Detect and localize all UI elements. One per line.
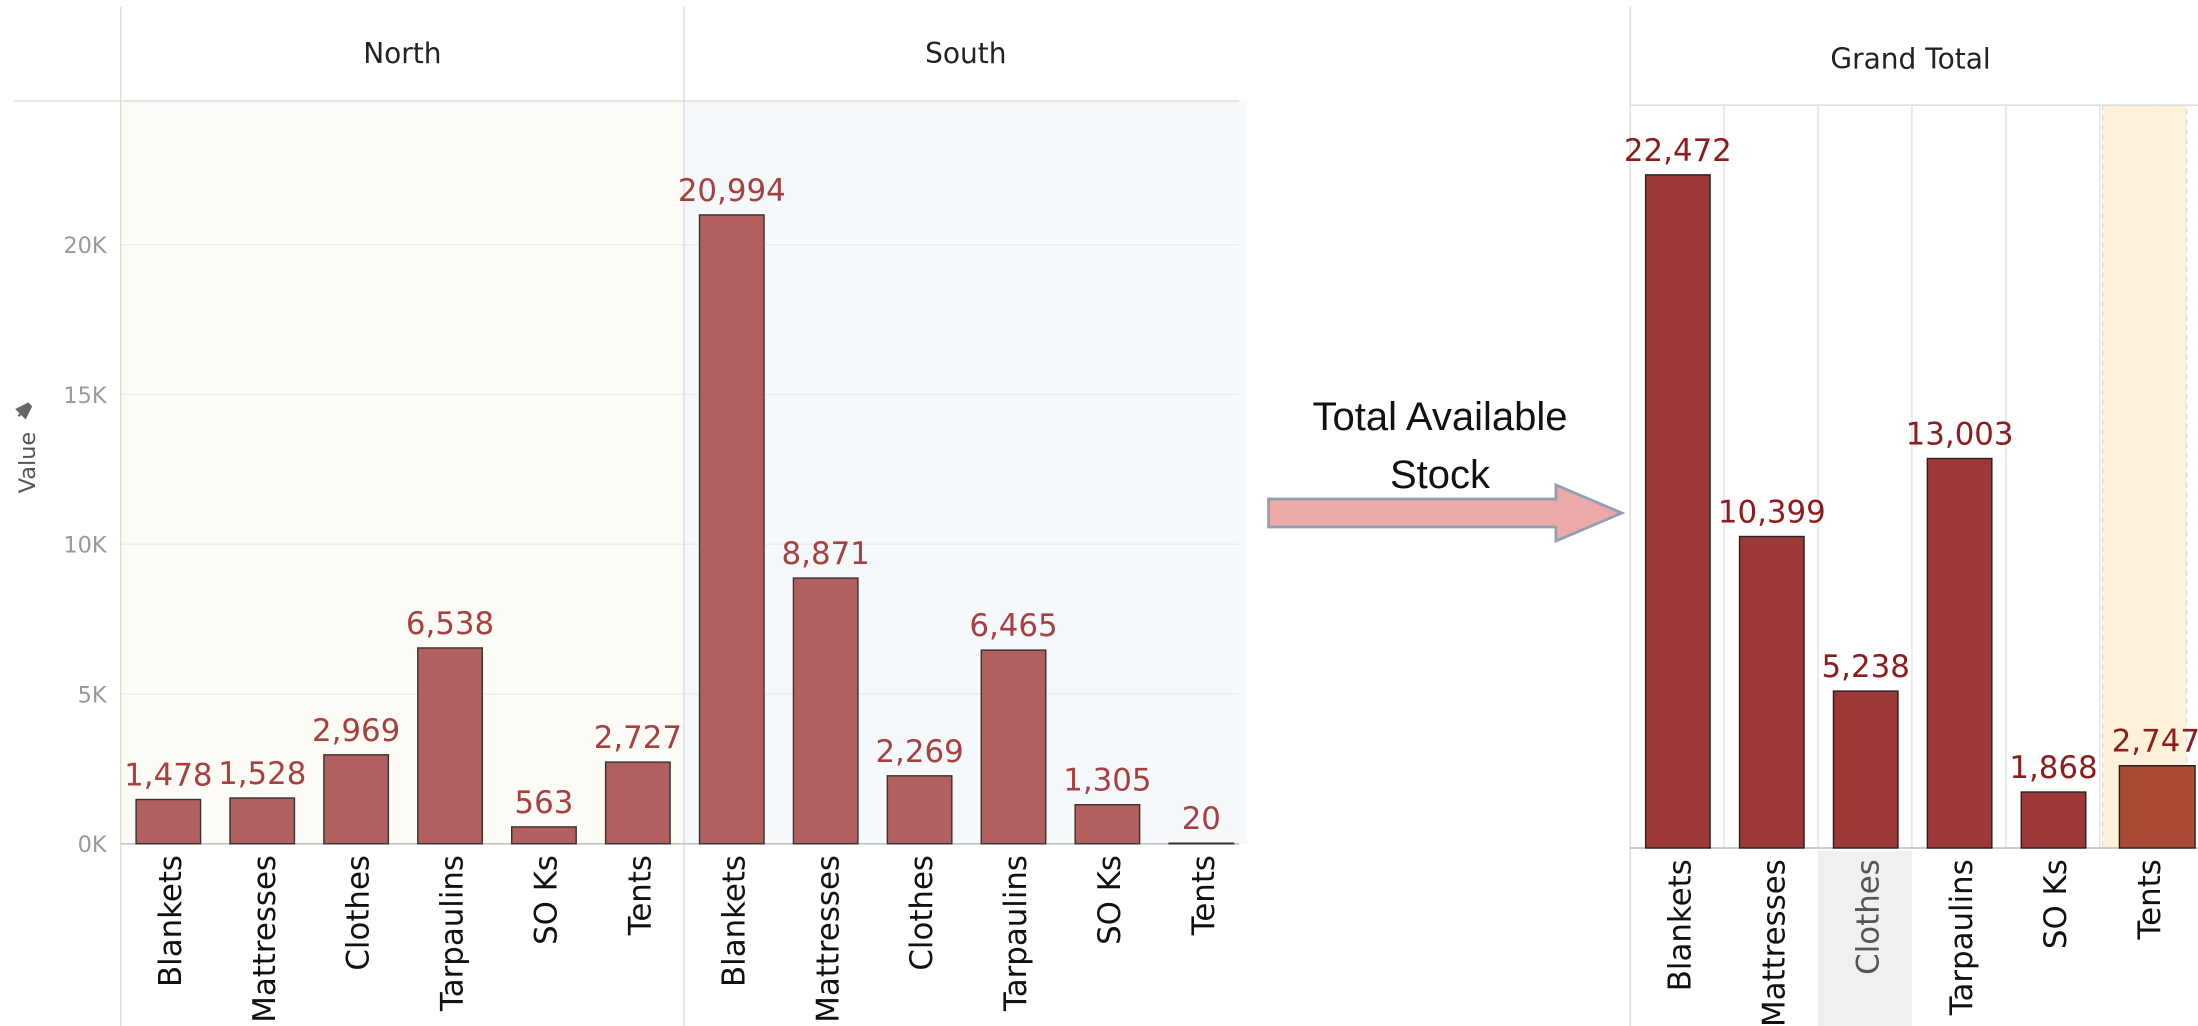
x-tick-label: Clothes xyxy=(904,855,940,971)
x-tick-label: SO Ks xyxy=(1092,855,1128,945)
panel-bg xyxy=(120,100,685,844)
x-tick-label: Blankets xyxy=(153,855,189,987)
value-label: 2,727 xyxy=(594,720,682,756)
bar xyxy=(792,577,859,845)
value-label: 8,871 xyxy=(782,536,870,572)
bar xyxy=(1738,535,1805,849)
value-label: 563 xyxy=(515,785,574,821)
value-label: 1,305 xyxy=(1063,763,1151,799)
value-label: 10,399 xyxy=(1718,494,1826,530)
bar xyxy=(604,761,671,845)
x-tick-label: Tarpaulins xyxy=(1944,859,1980,1016)
y-tick-label: 15K xyxy=(63,383,108,409)
x-tick-label: Mattresses xyxy=(1756,859,1792,1026)
bar xyxy=(417,647,483,845)
x-tick-label: Blankets xyxy=(1662,859,1698,991)
x-tick-label: Clothes xyxy=(1850,859,1886,975)
bar xyxy=(886,775,953,845)
bar xyxy=(2020,791,2087,849)
x-tick-label: Mattresses xyxy=(810,855,846,1023)
chart-title: Grand Total xyxy=(1830,43,1990,76)
x-tick-label: Tents xyxy=(2132,859,2168,940)
arrow xyxy=(1267,482,1626,544)
pin-icon xyxy=(15,402,33,420)
x-tick-label: Mattresses xyxy=(247,855,283,1023)
value-label: 1,868 xyxy=(2009,750,2097,786)
x-tick-label: Tents xyxy=(622,855,658,936)
y-tick-label: 5K xyxy=(78,682,108,708)
highlight-column xyxy=(2101,104,2188,849)
panel-bg xyxy=(684,100,1248,844)
value-label: 22,472 xyxy=(1624,133,1732,169)
x-tick-label: SO Ks xyxy=(2038,859,2074,949)
bar xyxy=(135,798,202,845)
value-label: 6,538 xyxy=(406,606,494,642)
selected-label-bg xyxy=(1818,850,1912,1026)
bar xyxy=(2118,765,2196,849)
x-tick-label: SO Ks xyxy=(529,855,565,945)
value-label: 2,969 xyxy=(312,713,400,749)
x-tick-label: Tarpaulins xyxy=(998,855,1034,1012)
bar xyxy=(229,797,296,845)
x-tick-label: Tents xyxy=(1186,855,1222,936)
value-label: 13,003 xyxy=(1906,416,2014,452)
y-tick-label: 0K xyxy=(78,832,108,858)
value-label: 1,478 xyxy=(124,757,212,793)
value-label: 20,994 xyxy=(678,173,786,209)
bar xyxy=(1644,174,1711,849)
value-label: 6,465 xyxy=(969,608,1057,644)
annotation: Total Available Stock xyxy=(1312,395,1568,497)
value-label: 1,528 xyxy=(218,756,306,792)
bar xyxy=(1074,803,1141,845)
bar xyxy=(1832,690,1899,849)
bar xyxy=(323,754,390,845)
bar xyxy=(1168,842,1235,845)
bar xyxy=(511,826,577,845)
x-tick-label: Tarpaulins xyxy=(435,855,471,1012)
value-label: 2,269 xyxy=(875,734,963,770)
bar xyxy=(1926,457,1993,849)
panel-title: South xyxy=(925,37,1006,70)
bar xyxy=(980,649,1047,845)
y-tick-label: 10K xyxy=(63,533,108,559)
y-axis-label: Value xyxy=(15,432,41,494)
y-tick-label: 20K xyxy=(63,233,108,259)
x-tick-label: Blankets xyxy=(716,855,752,987)
x-tick-label: Clothes xyxy=(341,855,377,971)
value-label: 2,747 xyxy=(2112,724,2198,760)
value-label: 20 xyxy=(1182,801,1221,837)
panel-title: North xyxy=(363,37,441,70)
bar xyxy=(698,214,765,845)
value-label: 5,238 xyxy=(1822,649,1910,685)
